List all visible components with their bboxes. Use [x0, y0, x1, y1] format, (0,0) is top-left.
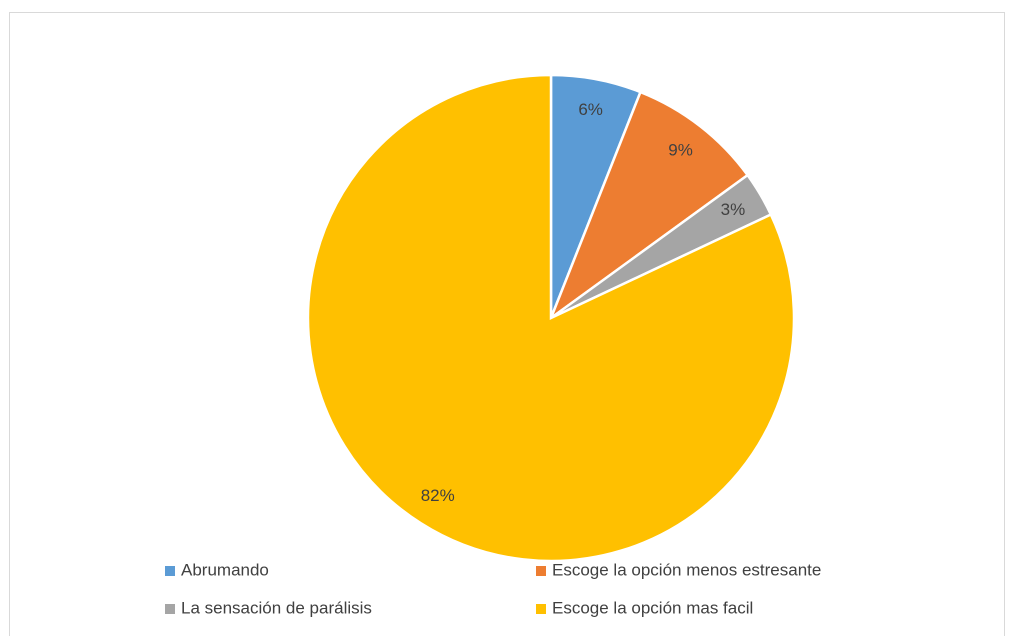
legend-swatch: [165, 604, 175, 614]
legend-swatch: [165, 566, 175, 576]
data-label: 6%: [578, 100, 603, 119]
legend-label: Abrumando: [181, 560, 269, 579]
legend-label: Escoge la opción mas facil: [552, 598, 753, 617]
data-label: 3%: [721, 200, 746, 219]
legend-swatch: [536, 566, 546, 576]
legend-swatch: [536, 604, 546, 614]
data-label: 82%: [421, 486, 455, 505]
legend-label: La sensación de parálisis: [181, 598, 372, 617]
data-label: 9%: [668, 140, 693, 159]
pie-slice: [306, 73, 796, 563]
legend-label: Escoge la opción menos estresante: [552, 560, 821, 579]
pie-slice: [548, 90, 750, 322]
